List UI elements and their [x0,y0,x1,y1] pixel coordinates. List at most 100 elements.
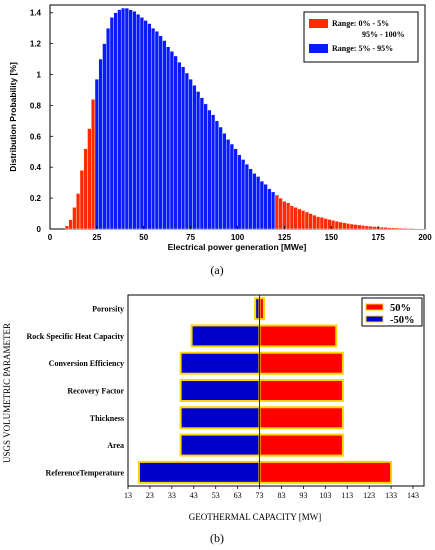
x-tick-label: 73 [256,491,264,500]
histogram-bar [72,207,77,230]
histogram-bar [102,43,107,230]
histogram-bar [267,188,272,230]
chart-b-x-axis-label: GEOTHERMAL CAPACITY [MW] [189,512,322,522]
histogram-bar [346,223,351,230]
histogram-bar [124,7,129,230]
y-tick-label: 1.4 [30,9,42,18]
histogram-bar [143,20,148,230]
histogram-bar [113,12,118,230]
histogram-bar [402,228,407,230]
histogram-bar [203,103,208,230]
histogram-bar [169,51,174,230]
x-tick-label: 43 [190,491,198,500]
histogram-bar [368,226,373,230]
histogram-bar [301,210,306,230]
histogram-bar [207,109,212,230]
tornado-bar-minus [179,433,261,457]
y-tick-label: 0.2 [30,194,42,203]
histogram-bar [109,17,114,230]
chart-b-category-labels: ReferenceTemperature Area Thickness Recover… [26,305,124,478]
chart-a-x-ticks: 0 25 50 75 100 125 150 175 200 [48,226,432,242]
histogram-bar [394,227,399,230]
chart-b-y-axis-label: USGS VOLUMETRIC PARAMETER [2,323,12,463]
histogram-bar [289,205,294,230]
tornado-bar-minus [179,406,261,430]
histogram-bar [166,46,171,230]
x-tick-label: 123 [363,491,375,500]
chart-b-legend: 50% -50% [361,297,423,327]
chart-a-y-ticks: 0 0.2 0.4 0.6 0.8 1 1.2 1.4 [30,9,53,234]
histogram-bar [188,78,193,230]
histogram-bar [312,214,317,230]
histogram-bar [391,227,396,230]
x-tick-label: 53 [212,491,220,500]
legend-swatch-plus [365,303,384,311]
x-tick-label: 50 [139,233,148,242]
histogram-bar [177,61,182,230]
histogram-bar [259,180,264,230]
histogram-bar [237,154,242,230]
x-tick-label: 83 [277,491,285,500]
histogram-bar [398,227,403,230]
histogram-bar [319,217,324,230]
tornado-bar-plus [258,324,338,348]
histogram-bar [244,163,249,230]
histogram-bar [286,202,291,230]
y-tick-label: 0.8 [30,101,42,110]
chart-a-x-axis-label: Electrical power generation [MWe] [168,242,307,252]
histogram-bar [136,14,141,230]
histogram-bar [91,99,96,230]
histogram-bar [252,173,257,230]
legend-label-tail: Range: 0% - 5% [332,19,389,28]
caption-b: (b) [210,531,224,545]
histogram-bar [98,58,103,230]
histogram-bar [271,191,276,230]
category-label: Thickness [90,414,124,423]
histogram-bar [256,176,261,230]
histogram-bar [151,27,156,230]
histogram-bar [158,35,163,230]
histogram-bar [406,228,411,230]
histogram-bar [383,227,388,230]
histogram-bar [379,226,384,230]
histogram-bar [226,139,231,230]
histogram-bar [106,27,111,230]
histogram-bar [196,91,201,230]
category-label: Conversion Efficiency [49,359,124,368]
histogram-bar [263,183,268,230]
legend-swatch-center [309,44,328,53]
histogram-bar [357,224,362,230]
x-tick-label: 75 [186,233,195,242]
x-tick-label: 175 [371,233,385,242]
tornado-bar-plus [258,351,344,375]
histogram-bar [222,133,227,230]
x-tick-label: 100 [231,233,245,242]
histogram-bar [87,128,92,230]
legend-label-minus: -50% [390,315,415,326]
histogram-bar [372,226,377,230]
legend-label-plus: 50% [390,303,411,314]
tornado-bar-minus [179,351,261,375]
histogram-bar [147,23,152,230]
histogram-bar [121,7,126,230]
histogram-bar [297,208,302,230]
histogram-bar [83,148,88,230]
x-tick-label: 125 [278,233,292,242]
x-tick-label: 200 [418,233,432,242]
histogram-bar [338,221,343,230]
histogram-bar [323,218,328,230]
x-tick-label: 113 [341,491,353,500]
histogram-bar [308,213,313,230]
histogram-bar [173,55,178,230]
tornado-bar-minus [179,379,261,402]
tornado-bar-minus [190,324,261,348]
x-tick-label: 143 [407,491,419,500]
histogram-bar [349,223,354,230]
x-tick-label: 0 [48,233,53,242]
histogram-bar [211,114,216,230]
histogram-bar [199,97,204,230]
histogram-bar [342,222,347,230]
histogram-bar [327,219,332,230]
y-tick-label: 0 [37,225,42,234]
